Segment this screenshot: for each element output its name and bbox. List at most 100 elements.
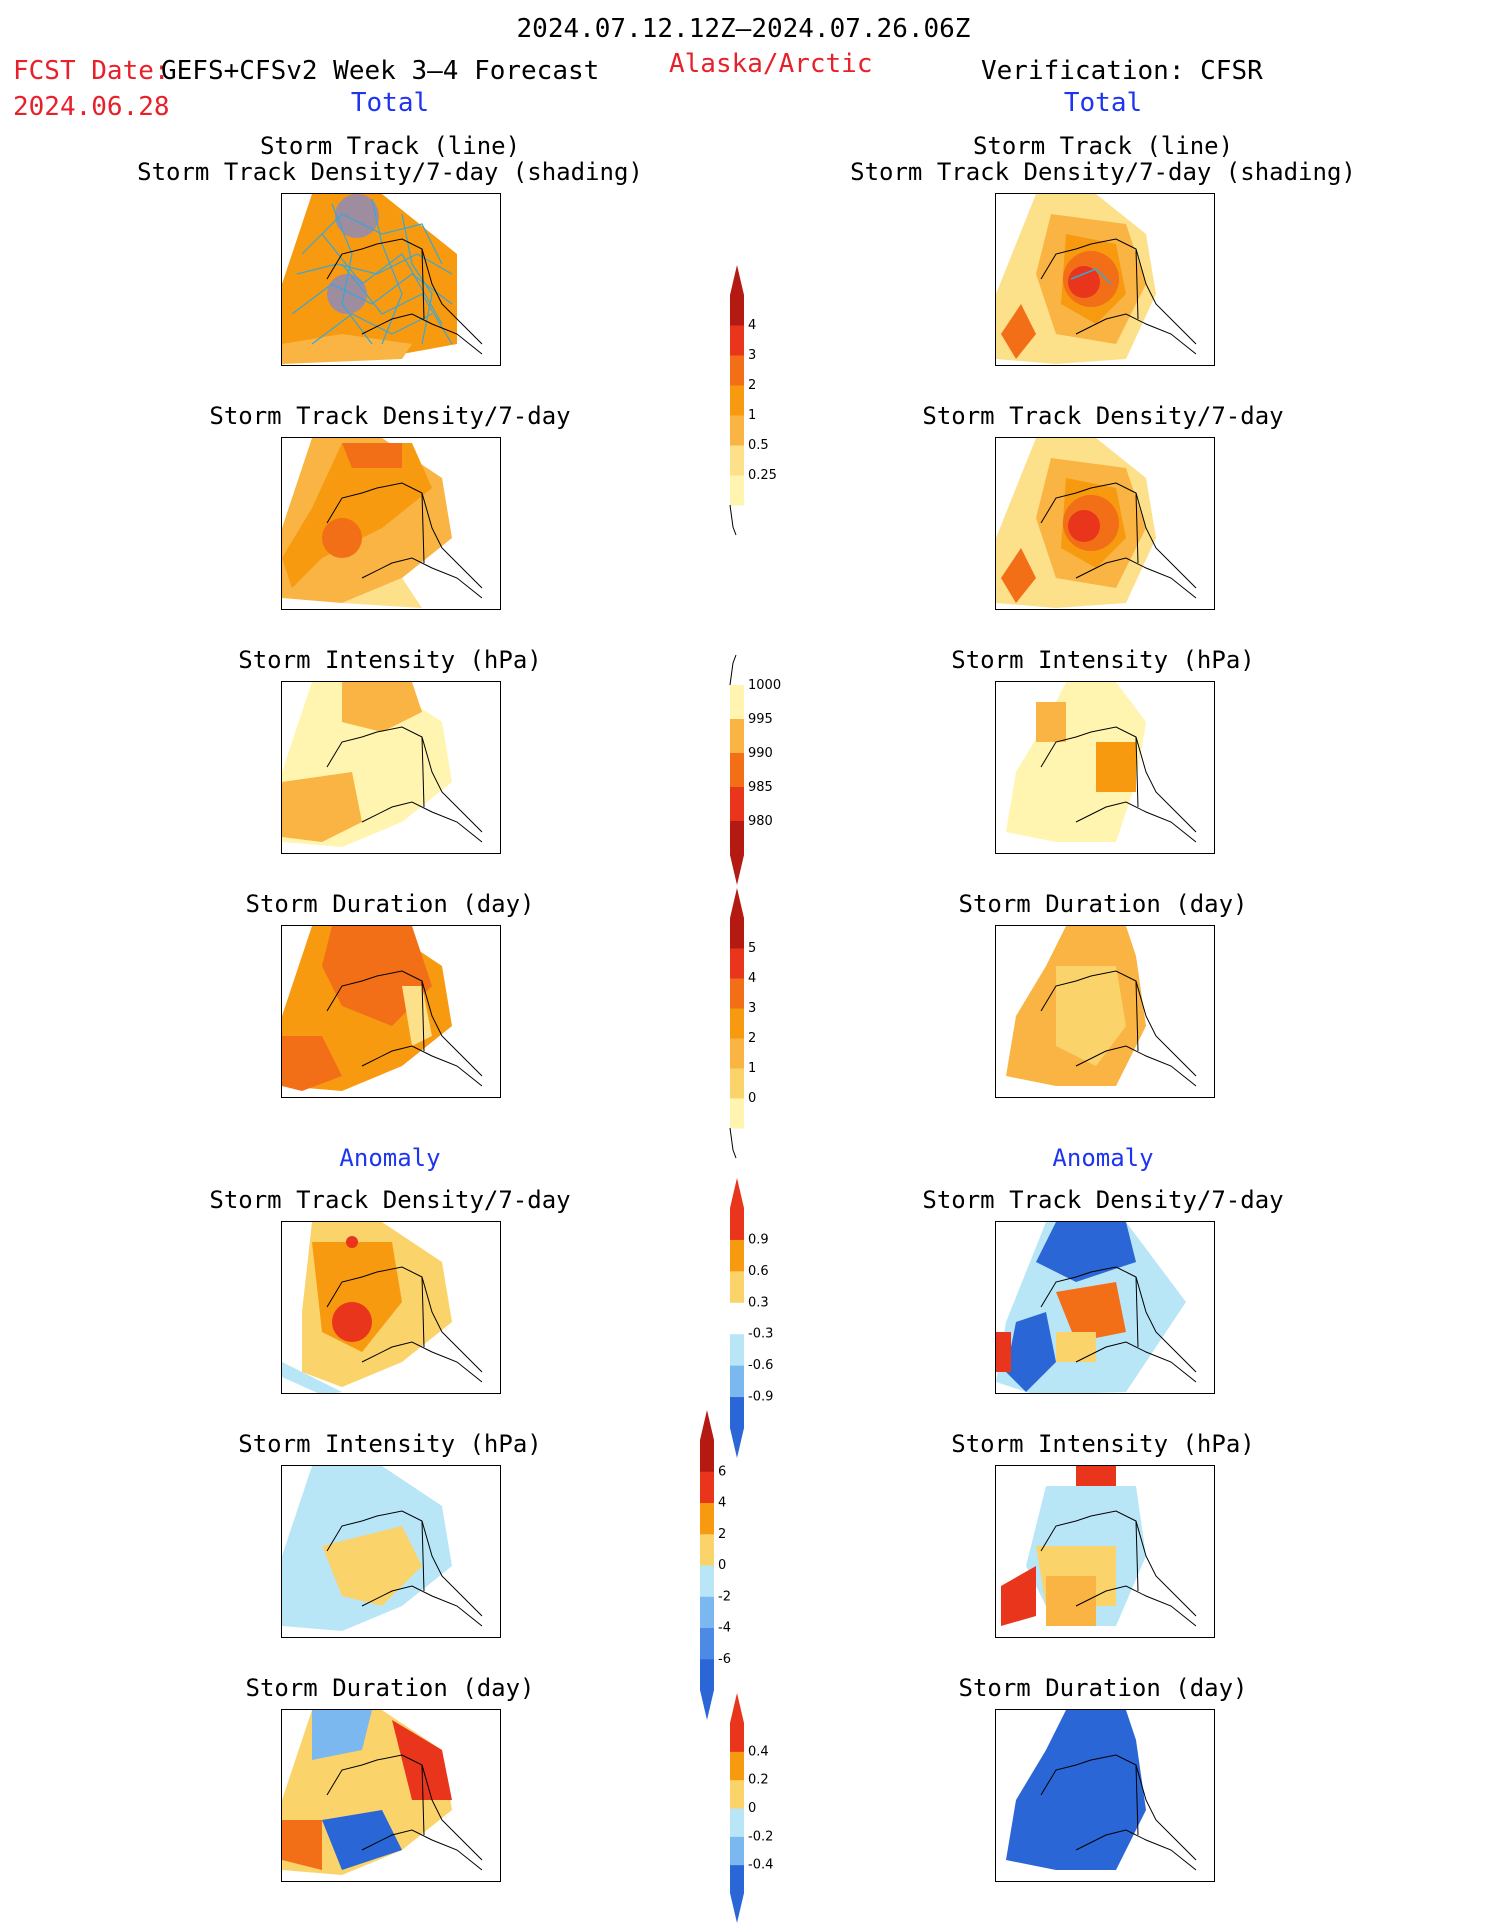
colorbar-tick-label: -6 <box>718 1652 731 1667</box>
colorbar-segment <box>730 1779 744 1809</box>
colorbar-tick-label: 2 <box>748 1031 756 1046</box>
colorbar-segment <box>730 1208 744 1240</box>
colorbar-segment <box>730 1365 744 1398</box>
right-anom-intensity-title: Storm Intensity (hPa) <box>951 1430 1255 1458</box>
left-track-shading-title: Storm Track Density/7-day (shading) <box>137 158 643 186</box>
colorbar-tick-label: 1 <box>748 408 756 423</box>
colorbar-tick-label: 2 <box>718 1527 726 1542</box>
colorbar-tick-label: 3 <box>748 348 756 363</box>
colorbar-segment <box>700 1627 714 1660</box>
colorbar-segment <box>730 385 744 416</box>
right-anom-duration-map <box>995 1709 1215 1882</box>
left-anom-density-title: Storm Track Density/7-day <box>209 1186 571 1214</box>
region-title: Alaska/Arctic <box>669 49 873 79</box>
left-track-line-title: Storm Track (line) <box>259 132 521 160</box>
colorbar-tick-label: 4 <box>748 971 756 986</box>
right-track-shading-title: Storm Track Density/7-day (shading) <box>850 158 1356 186</box>
colorbar-max-arrow <box>730 888 744 918</box>
right-track-map <box>995 193 1215 366</box>
colorbar-tick-label: 5 <box>748 941 756 956</box>
right-density-map <box>995 437 1215 610</box>
left-anom-duration-map <box>281 1709 501 1882</box>
colorbar-tail <box>729 654 737 686</box>
colorbar-max-arrow <box>730 265 744 295</box>
colorbar-tick-label: -0.4 <box>748 1858 773 1873</box>
right-intensity-title: Storm Intensity (hPa) <box>951 646 1255 674</box>
colorbar-segment <box>730 1333 744 1366</box>
intensity-anomaly-colorbar: -6 -4 -2 0 2 4 6 <box>700 1410 731 1720</box>
colorbar-segment <box>730 1038 744 1069</box>
left-anom-intensity-map <box>281 1465 501 1638</box>
right-anom-intensity-map <box>995 1465 1215 1638</box>
colorbar-segment <box>730 685 744 720</box>
density-total-colorbar: 0.25 0.5 1 2 3 4 <box>729 265 777 536</box>
colorbar-segment <box>700 1533 714 1566</box>
colorbar-segment <box>700 1565 714 1597</box>
colorbar-tick-label: 0.3 <box>748 1295 769 1310</box>
colorbar-max-arrow <box>730 1693 744 1723</box>
colorbar-segment <box>700 1596 714 1628</box>
verification-label: Verification: CFSR <box>981 56 1263 86</box>
colorbar-segment <box>700 1471 714 1503</box>
colorbar-tick-label: 1000 <box>748 678 781 693</box>
left-anom-duration-title: Storm Duration (day) <box>245 1674 535 1702</box>
right-anom-density-map <box>995 1221 1215 1394</box>
colorbar-tick-label: 0.4 <box>748 1744 769 1759</box>
colorbar-segment <box>730 355 744 386</box>
colorbar-tick-label: 3 <box>748 1001 756 1016</box>
date-range-title: 2024.07.12.12Z–2024.07.26.06Z <box>516 14 971 44</box>
right-anom-duration-title: Storm Duration (day) <box>958 1674 1248 1702</box>
colorbar-tick-label: 0 <box>748 1091 756 1106</box>
colorbar-segment <box>730 325 744 356</box>
colorbar-tick-label: 1 <box>748 1061 756 1076</box>
colorbar-segment <box>730 918 744 949</box>
colorbar-segment <box>730 753 744 788</box>
right-duration-map <box>995 925 1215 1098</box>
colorbar-tick-label: 995 <box>748 712 773 727</box>
colorbar-tick-label: 0 <box>748 1801 756 1816</box>
colorbar-segment <box>700 1658 714 1691</box>
colorbar-tick-label: -0.2 <box>748 1829 773 1844</box>
colorbar-tick-label: -2 <box>718 1589 731 1604</box>
colorbar-segment <box>730 719 744 754</box>
right-density-title: Storm Track Density/7-day <box>922 402 1284 430</box>
colorbar-segment <box>730 1008 744 1039</box>
colorbar-segment <box>730 1864 744 1894</box>
colorbar-tick-label: 4 <box>748 318 756 333</box>
colorbar-max-arrow <box>730 855 744 885</box>
left-intensity-map <box>281 681 501 854</box>
colorbar-segment <box>730 948 744 979</box>
left-density-map <box>281 437 501 610</box>
left-total-label: Total <box>350 88 430 118</box>
right-anom-density-title: Storm Track Density/7-day <box>922 1186 1284 1214</box>
colorbar-segment <box>730 1836 744 1866</box>
colorbar-segment <box>730 295 744 326</box>
colorbar-segment <box>730 821 744 856</box>
duration-anomaly-colorbar: -0.4 -0.2 0 0.2 0.4 <box>730 1693 773 1923</box>
colorbar-tick-label: 990 <box>748 746 773 761</box>
left-duration-title: Storm Duration (day) <box>245 890 535 918</box>
right-total-label: Total <box>1063 88 1143 118</box>
colorbar-segment <box>730 1808 744 1837</box>
colorbar-segment <box>730 1098 744 1129</box>
colorbar-min-arrow <box>730 1428 744 1458</box>
colorbar-segment <box>730 1270 744 1303</box>
left-anom-intensity-title: Storm Intensity (hPa) <box>238 1430 542 1458</box>
right-intensity-map <box>995 681 1215 854</box>
colorbar-tick-label: 0.9 <box>748 1232 769 1247</box>
colorbar-tick-label: 0 <box>718 1558 726 1573</box>
colorbar-segment <box>730 1751 744 1781</box>
colorbar-tick-label: 0.6 <box>748 1264 769 1279</box>
left-intensity-title: Storm Intensity (hPa) <box>238 646 542 674</box>
colorbar-segment <box>730 1302 744 1335</box>
colorbar-segment <box>730 445 744 476</box>
colorbar-segment <box>730 978 744 1009</box>
left-anomaly-label: Anomaly <box>339 1144 441 1172</box>
colorbar-tail <box>729 504 737 536</box>
right-anomaly-label: Anomaly <box>1052 1144 1154 1172</box>
left-anom-density-map <box>281 1221 501 1394</box>
colorbar-tick-label: 2 <box>748 378 756 393</box>
colorbar-tail <box>729 1127 737 1159</box>
left-track-map <box>281 193 501 366</box>
colorbar-tick-label: -4 <box>718 1621 731 1636</box>
